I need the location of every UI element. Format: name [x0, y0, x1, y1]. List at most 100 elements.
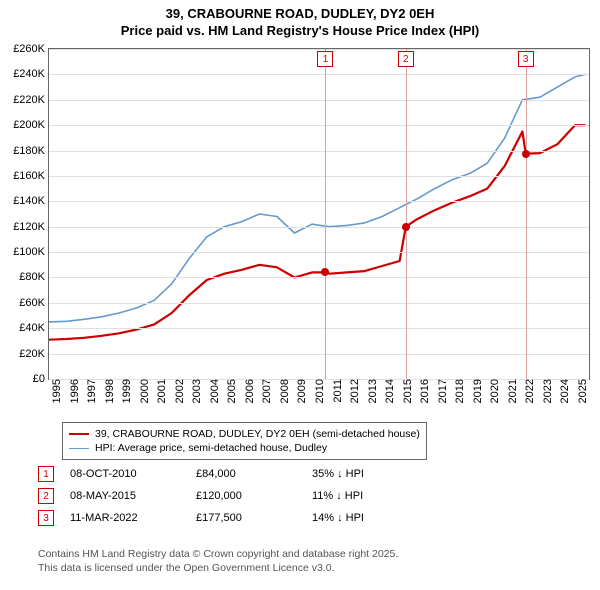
xtick-label: 2019	[470, 379, 484, 403]
xtick-label: 2024	[557, 379, 571, 403]
chart-container: 39, CRABOURNE ROAD, DUDLEY, DY2 0EH Pric…	[0, 0, 600, 590]
xtick-label: 2025	[575, 379, 589, 403]
xtick-label: 2001	[154, 379, 168, 403]
ytick-label: £140K	[13, 195, 49, 207]
sales-table: 1 08-OCT-2010 £84,000 35% ↓ HPI 2 08-MAY-2015…	[38, 466, 364, 532]
gridline-y	[49, 277, 589, 278]
sale-delta: 35% ↓ HPI	[312, 468, 364, 480]
sale-row: 3 11-MAR-2022 £177,500 14% ↓ HPI	[38, 510, 364, 526]
ytick-label: £40K	[19, 322, 49, 334]
sale-delta: 14% ↓ HPI	[312, 512, 364, 524]
title-line2: Price paid vs. HM Land Registry's House …	[0, 23, 600, 40]
ytick-label: £20K	[19, 348, 49, 360]
footnote-line2: This data is licensed under the Open Gov…	[38, 562, 398, 576]
gridline-y	[49, 100, 589, 101]
sale-date: 08-OCT-2010	[70, 468, 180, 480]
xtick-label: 2007	[259, 379, 273, 403]
xtick-label: 2008	[277, 379, 291, 403]
sale-marker-box: 1	[38, 466, 54, 482]
series-line	[49, 125, 586, 340]
xtick-label: 2017	[435, 379, 449, 403]
ytick-label: £120K	[13, 221, 49, 233]
xtick-label: 1998	[102, 379, 116, 403]
legend-label: 39, CRABOURNE ROAD, DUDLEY, DY2 0EH (sem…	[95, 428, 420, 440]
gridline-y	[49, 201, 589, 202]
xtick-label: 2002	[172, 379, 186, 403]
ytick-label: £100K	[13, 246, 49, 258]
xtick-label: 1997	[84, 379, 98, 403]
xtick-label: 2013	[365, 379, 379, 403]
sale-price: £84,000	[196, 468, 296, 480]
sale-point	[321, 268, 329, 276]
xtick-label: 2012	[347, 379, 361, 403]
ytick-label: £60K	[19, 297, 49, 309]
plot-area: £0£20K£40K£60K£80K£100K£120K£140K£160K£1…	[48, 48, 590, 380]
xtick-label: 1999	[119, 379, 133, 403]
xtick-label: 2018	[452, 379, 466, 403]
xtick-label: 2005	[224, 379, 238, 403]
xtick-label: 2003	[189, 379, 203, 403]
sale-price: £120,000	[196, 490, 296, 502]
sale-marker-line	[325, 49, 326, 379]
legend-swatch	[69, 448, 89, 449]
footnote-line1: Contains HM Land Registry data © Crown c…	[38, 548, 398, 562]
sale-date: 11-MAR-2022	[70, 512, 180, 524]
xtick-label: 2016	[417, 379, 431, 403]
sale-price: £177,500	[196, 512, 296, 524]
gridline-y	[49, 227, 589, 228]
legend-row: 39, CRABOURNE ROAD, DUDLEY, DY2 0EH (sem…	[69, 427, 420, 441]
xtick-label: 2021	[505, 379, 519, 403]
legend-row: HPI: Average price, semi-detached house,…	[69, 441, 420, 455]
xtick-label: 1996	[67, 379, 81, 403]
xtick-label: 2009	[294, 379, 308, 403]
gridline-y	[49, 328, 589, 329]
xtick-label: 1995	[49, 379, 63, 403]
chart-marker-2: 2	[398, 51, 414, 67]
sale-marker-line	[526, 49, 527, 379]
chart-marker-1: 1	[317, 51, 333, 67]
gridline-y	[49, 125, 589, 126]
xtick-label: 2023	[540, 379, 554, 403]
ytick-label: £220K	[13, 94, 49, 106]
ytick-label: £240K	[13, 68, 49, 80]
legend-swatch	[69, 433, 89, 435]
gridline-y	[49, 303, 589, 304]
sale-delta: 11% ↓ HPI	[312, 490, 363, 502]
footnote: Contains HM Land Registry data © Crown c…	[38, 548, 398, 575]
series-line	[49, 74, 586, 322]
gridline-y	[49, 49, 589, 50]
sale-marker-line	[406, 49, 407, 379]
xtick-label: 2000	[137, 379, 151, 403]
sale-marker-box: 3	[38, 510, 54, 526]
xtick-label: 2022	[522, 379, 536, 403]
xtick-label: 2010	[312, 379, 326, 403]
ytick-label: £200K	[13, 119, 49, 131]
ytick-label: £80K	[19, 271, 49, 283]
sale-row: 1 08-OCT-2010 £84,000 35% ↓ HPI	[38, 466, 364, 482]
xtick-label: 2020	[487, 379, 501, 403]
ytick-label: £0	[33, 373, 49, 385]
xtick-label: 2011	[330, 379, 344, 403]
gridline-y	[49, 252, 589, 253]
xtick-label: 2004	[207, 379, 221, 403]
xtick-label: 2006	[242, 379, 256, 403]
gridline-y	[49, 176, 589, 177]
gridline-y	[49, 74, 589, 75]
xtick-label: 2015	[400, 379, 414, 403]
xtick-label: 2014	[382, 379, 396, 403]
sale-point	[522, 150, 530, 158]
ytick-label: £160K	[13, 170, 49, 182]
plot-svg	[49, 49, 589, 379]
chart-marker-3: 3	[518, 51, 534, 67]
sale-date: 08-MAY-2015	[70, 490, 180, 502]
sale-point	[402, 223, 410, 231]
gridline-y	[49, 151, 589, 152]
chart-title: 39, CRABOURNE ROAD, DUDLEY, DY2 0EH Pric…	[0, 0, 600, 40]
ytick-label: £260K	[13, 43, 49, 55]
sale-marker-box: 2	[38, 488, 54, 504]
title-line1: 39, CRABOURNE ROAD, DUDLEY, DY2 0EH	[0, 6, 600, 23]
sale-row: 2 08-MAY-2015 £120,000 11% ↓ HPI	[38, 488, 364, 504]
ytick-label: £180K	[13, 145, 49, 157]
gridline-y	[49, 354, 589, 355]
legend: 39, CRABOURNE ROAD, DUDLEY, DY2 0EH (sem…	[62, 422, 427, 460]
